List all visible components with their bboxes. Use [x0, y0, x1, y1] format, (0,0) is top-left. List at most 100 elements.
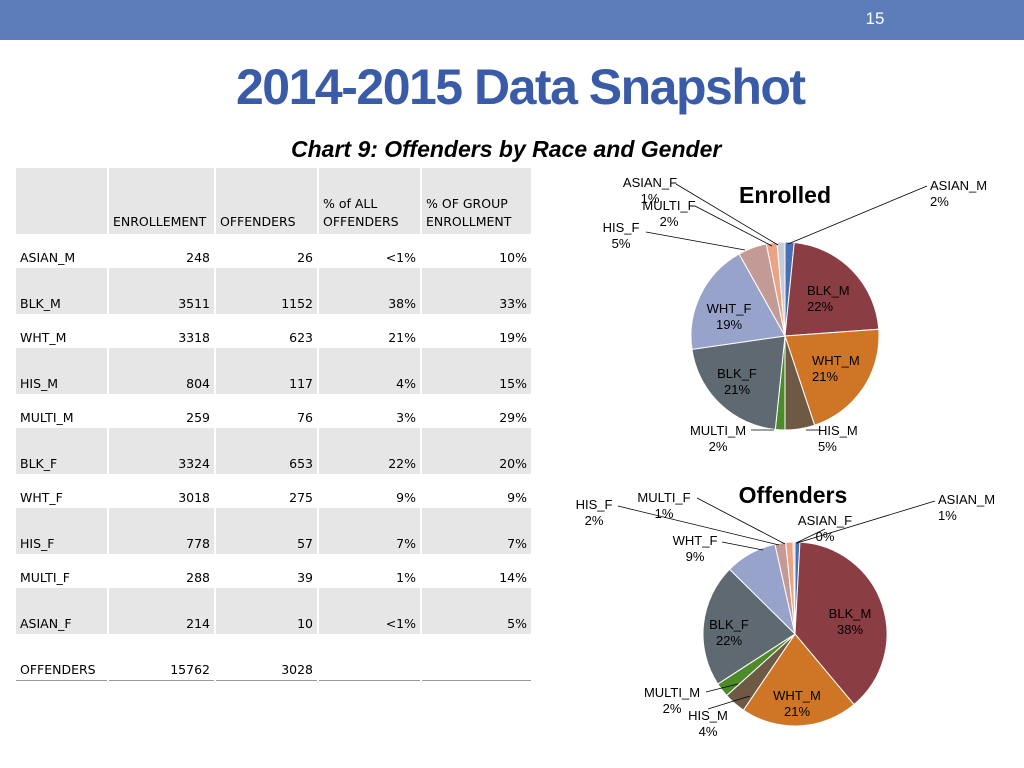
table-cell: 14%: [420, 554, 531, 588]
table-cell: 29%: [420, 394, 531, 428]
page-title: 2014-2015 Data Snapshot: [236, 59, 806, 115]
enrolled-data-label-asian-f: ASIAN_F 1%: [623, 175, 677, 206]
offenders-data-label-multi-f: MULTI_F 1%: [637, 490, 690, 521]
table-header-cell: % OF GROUP ENROLLMENT: [420, 168, 531, 234]
table-cell: 10%: [420, 234, 531, 268]
table-cell: 117: [214, 348, 318, 394]
table-cell: <1%: [317, 588, 421, 634]
row-label: WHT_M: [14, 314, 108, 348]
enrolled-data-label-his-f: HIS_F 5%: [603, 220, 640, 251]
enrolled-leader-line: [675, 183, 779, 246]
offenders-leader-line: [796, 500, 936, 544]
table-cell: 38%: [317, 268, 421, 314]
offenders-pie-chart: Offenders ASIAN_M 1% BLK_M 38% WHT_M 21% HIS_M 4…: [576, 482, 996, 739]
enrolled-leader-line: [694, 205, 773, 247]
table-cell: 3%: [317, 394, 421, 428]
enrolled-leader-line: [787, 185, 928, 245]
table-row: OFFENDERS 15762 3028: [14, 634, 531, 681]
table-row: ASIAN_M 248 26 <1% 10%: [14, 234, 531, 268]
enrolled-data-label-multi-f: MULTI_F 2%: [642, 198, 695, 229]
enrolled-data-label-his-m: HIS_M 5%: [818, 423, 858, 454]
offenders-data-label-asian-f: ASIAN_F 0%: [798, 513, 852, 544]
enrolled-data-label-wht-f: WHT_F 19%: [707, 301, 752, 332]
offenders-data-label-blk-f: BLK_F 22%: [709, 617, 749, 648]
table-header-cell: OFFENDERS: [214, 168, 318, 234]
table-cell: 3511: [107, 268, 215, 314]
enrolled-data-label-wht-m: WHT_M 21%: [812, 353, 860, 384]
table-cell: 10: [214, 588, 318, 634]
table-cell: 248: [107, 234, 215, 268]
table-cell: 804: [107, 348, 215, 394]
table-cell: [420, 634, 531, 681]
enrolled-slice-asian-f: [776, 241, 786, 337]
offenders-data-label-multi-m: MULTI_M 2%: [644, 685, 700, 716]
enrolled-slice-wht-m: [784, 328, 880, 426]
offenders-chart-title: Offenders: [739, 482, 848, 508]
table-cell: 4%: [317, 348, 421, 394]
enrolled-slice-blk-m: [784, 241, 880, 337]
offenders-slice-blk-f: [702, 568, 796, 685]
enrolled-data-label-multi-m: MULTI_M 2%: [690, 423, 746, 454]
enrolled-chart-title: Enrolled: [739, 182, 831, 208]
table-cell: 623: [214, 314, 318, 348]
offenders-leader-line: [795, 528, 826, 544]
table-cell: 3028: [214, 634, 318, 681]
table-cell: 9%: [420, 474, 531, 508]
table-cell: [317, 634, 421, 681]
table-cell: 1%: [317, 554, 421, 588]
table-cell: <1%: [317, 234, 421, 268]
table-cell: 3318: [107, 314, 215, 348]
row-label: MULTI_F: [14, 554, 108, 588]
row-label: MULTI_M: [14, 394, 108, 428]
table-cell: 275: [214, 474, 318, 508]
table-cell: 33%: [420, 268, 531, 314]
table-row: BLK_F 3324 653 22% 20%: [14, 428, 531, 474]
offenders-data-label-his-f: HIS_F 2%: [576, 497, 613, 528]
table-cell: 7%: [317, 508, 421, 554]
table-cell: 7%: [420, 508, 531, 554]
table-cell: 3018: [107, 474, 215, 508]
table-row: HIS_F 778 57 7% 7%: [14, 508, 531, 554]
table-cell: 22%: [317, 428, 421, 474]
table-row: ASIAN_F 214 10 <1% 5%: [14, 588, 531, 634]
table-row: WHT_F 3018 275 9% 9%: [14, 474, 531, 508]
table-cell: 21%: [317, 314, 421, 348]
table-cell: 19%: [420, 314, 531, 348]
table-row: MULTI_M 259 76 3% 29%: [14, 394, 531, 428]
table-cell: 76: [214, 394, 318, 428]
offenders-data-label-wht-f: WHT_F 9%: [673, 533, 718, 564]
enrolled-data-label-blk-m: BLK_M 22%: [807, 283, 850, 314]
table-row: MULTI_F 288 39 1% 14%: [14, 554, 531, 588]
header-bar: 15: [0, 0, 1024, 40]
table-cell: 57: [214, 508, 318, 554]
table-header-cell: ENROLLEMENT: [107, 168, 215, 234]
offenders-leader-line: [617, 505, 780, 546]
table-header-row: ENROLLEMENT OFFENDERS % of ALL OFFENDERS…: [14, 168, 531, 234]
offenders-data-label-wht-m: WHT_M 21%: [773, 688, 821, 719]
offenders-data-label-his-m: HIS_M 4%: [688, 708, 728, 739]
table-cell: 5%: [420, 588, 531, 634]
table-cell: 20%: [420, 428, 531, 474]
offenders-leader-line: [705, 683, 739, 693]
table-header-cell: [14, 168, 108, 234]
table-cell: 15762: [107, 634, 215, 681]
offenders-leader-line: [707, 695, 751, 710]
offenders-slice-wht-m: [742, 633, 855, 727]
enrolled-pie-chart: Enrolled ASIAN_M 2% BLK_M 22% WHT_M 21% HIS_M 5%…: [603, 175, 988, 454]
table-cell: 9%: [317, 474, 421, 508]
row-label: ASIAN_F: [14, 588, 108, 634]
table-cell: 778: [107, 508, 215, 554]
row-label: BLK_F: [14, 428, 108, 474]
offenders-slice-asian-f: [792, 541, 796, 635]
chart-subtitle: Chart 9: Offenders by Race and Gender: [291, 136, 722, 162]
table-row: WHT_M 3318 623 21% 19%: [14, 314, 531, 348]
table-cell: 288: [107, 554, 215, 588]
row-label: BLK_M: [14, 268, 108, 314]
table-cell: 214: [107, 588, 215, 634]
enrolled-slice-wht-f: [690, 253, 786, 350]
slide-number: 15: [865, 9, 885, 28]
table-cell: 15%: [420, 348, 531, 394]
offenders-leader-line: [696, 497, 786, 545]
table-cell: 39: [214, 554, 318, 588]
table-row: HIS_M 804 117 4% 15%: [14, 348, 531, 394]
